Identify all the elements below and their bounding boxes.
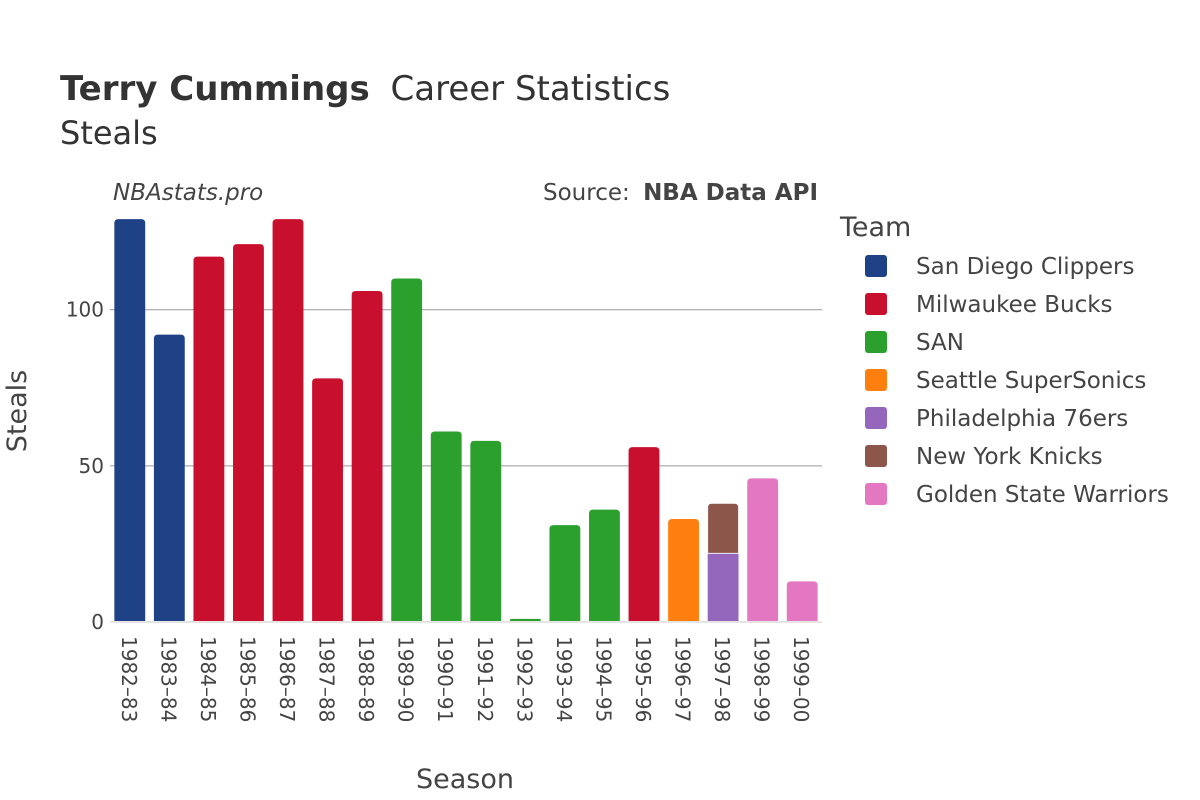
bar-1984–85-milwaukee-bucks (193, 256, 225, 622)
x-axis-ticks: 1982–83 1983–84 1984–85 1985–86 1986–87 1987–… (117, 636, 813, 722)
x-axis-title: Season (416, 764, 514, 795)
x-tick-label: 1997–98 (710, 636, 734, 722)
y-tick-label: 0 (91, 610, 104, 634)
x-tick-label: 1983–84 (156, 636, 180, 722)
x-tick-label: 1988–89 (354, 636, 378, 722)
x-tick-label: 1992–93 (512, 636, 536, 722)
bar-1994–95-san (589, 509, 620, 622)
x-tick-label: 1995–96 (631, 636, 655, 722)
legend-swatch (865, 331, 887, 353)
bar-1993–94-san (549, 525, 581, 622)
legend-label: Seattle SuperSonics (916, 368, 1146, 394)
y-axis-ticks: 0 50 100 (66, 298, 104, 634)
x-tick-label: 1987–88 (315, 636, 339, 722)
x-tick-label: 1996–97 (671, 636, 695, 722)
x-tick-label: 1990–91 (433, 636, 457, 722)
gridlines (110, 309, 822, 467)
legend: San Diego Clippers Milwaukee Bucks SAN Seat… (865, 254, 1169, 508)
bar-1988–89-milwaukee-bucks (351, 290, 383, 622)
bar-1991–92-san (470, 440, 502, 622)
bar-1998–99-golden-state-warriors (747, 478, 779, 622)
chart-title-rest: Career Statistics (391, 69, 671, 109)
x-tick-label: 1991–92 (473, 636, 497, 722)
bar-1997–98-new-york-knicks (707, 502, 739, 554)
legend-swatch (865, 483, 887, 505)
bars (114, 219, 818, 622)
x-tick-label: 1982–83 (117, 636, 141, 722)
legend-label: SAN (916, 330, 964, 356)
bar-1987–88-milwaukee-bucks (312, 378, 343, 622)
legend-swatch (865, 445, 887, 467)
legend-label: New York Knicks (916, 444, 1103, 470)
source-name: NBA Data API (643, 180, 818, 206)
legend-label: Philadelphia 76ers (916, 406, 1128, 432)
bar-1989–90-san (391, 278, 423, 622)
legend-swatch (865, 369, 887, 391)
x-tick-label: 1986–87 (275, 636, 299, 722)
chart-title: Terry Cummings Career Statistics (60, 69, 670, 109)
chart-title-player: Terry Cummings (60, 69, 370, 109)
legend-title: Team (839, 212, 911, 243)
x-tick-label: 1989–90 (394, 636, 418, 722)
x-tick-label: 1999–00 (789, 636, 813, 722)
legend-swatch (865, 255, 887, 277)
source-note: Source: NBA Data API (543, 180, 818, 206)
bar-1996–97-seattle-supersonics (668, 518, 699, 622)
y-tick-label: 100 (66, 298, 104, 322)
legend-label: Milwaukee Bucks (916, 292, 1113, 318)
y-axis-title: Steals (2, 370, 33, 452)
bar-1983–84-san-diego-clippers (153, 334, 185, 622)
source-prefix: Source: (543, 180, 630, 206)
bar-1990–91-san (430, 431, 462, 622)
bar-1999–00-golden-state-warriors (786, 581, 818, 622)
watermark: NBAstats.pro (113, 180, 263, 206)
bar-1986–87-milwaukee-bucks (272, 219, 304, 622)
bar-1995–96-milwaukee-bucks (628, 447, 660, 622)
bar-1997–98-philadelphia-76ers (707, 553, 739, 622)
bar-1985–86-milwaukee-bucks (233, 244, 264, 622)
x-tick-label: 1984–85 (196, 636, 220, 722)
x-tick-label: 1998–99 (750, 636, 774, 722)
chart-subtitle: Steals (60, 114, 158, 152)
legend-label: San Diego Clippers (916, 254, 1134, 280)
legend-swatch (865, 407, 887, 429)
x-tick-label: 1994–95 (591, 636, 615, 722)
y-tick-label: 50 (79, 454, 104, 478)
x-tick-label: 1985–86 (235, 636, 259, 722)
legend-swatch (865, 293, 887, 315)
bar-1982–83-san-diego-clippers (114, 219, 146, 622)
legend-label: Golden State Warriors (916, 482, 1169, 508)
x-tick-label: 1993–94 (552, 636, 576, 722)
